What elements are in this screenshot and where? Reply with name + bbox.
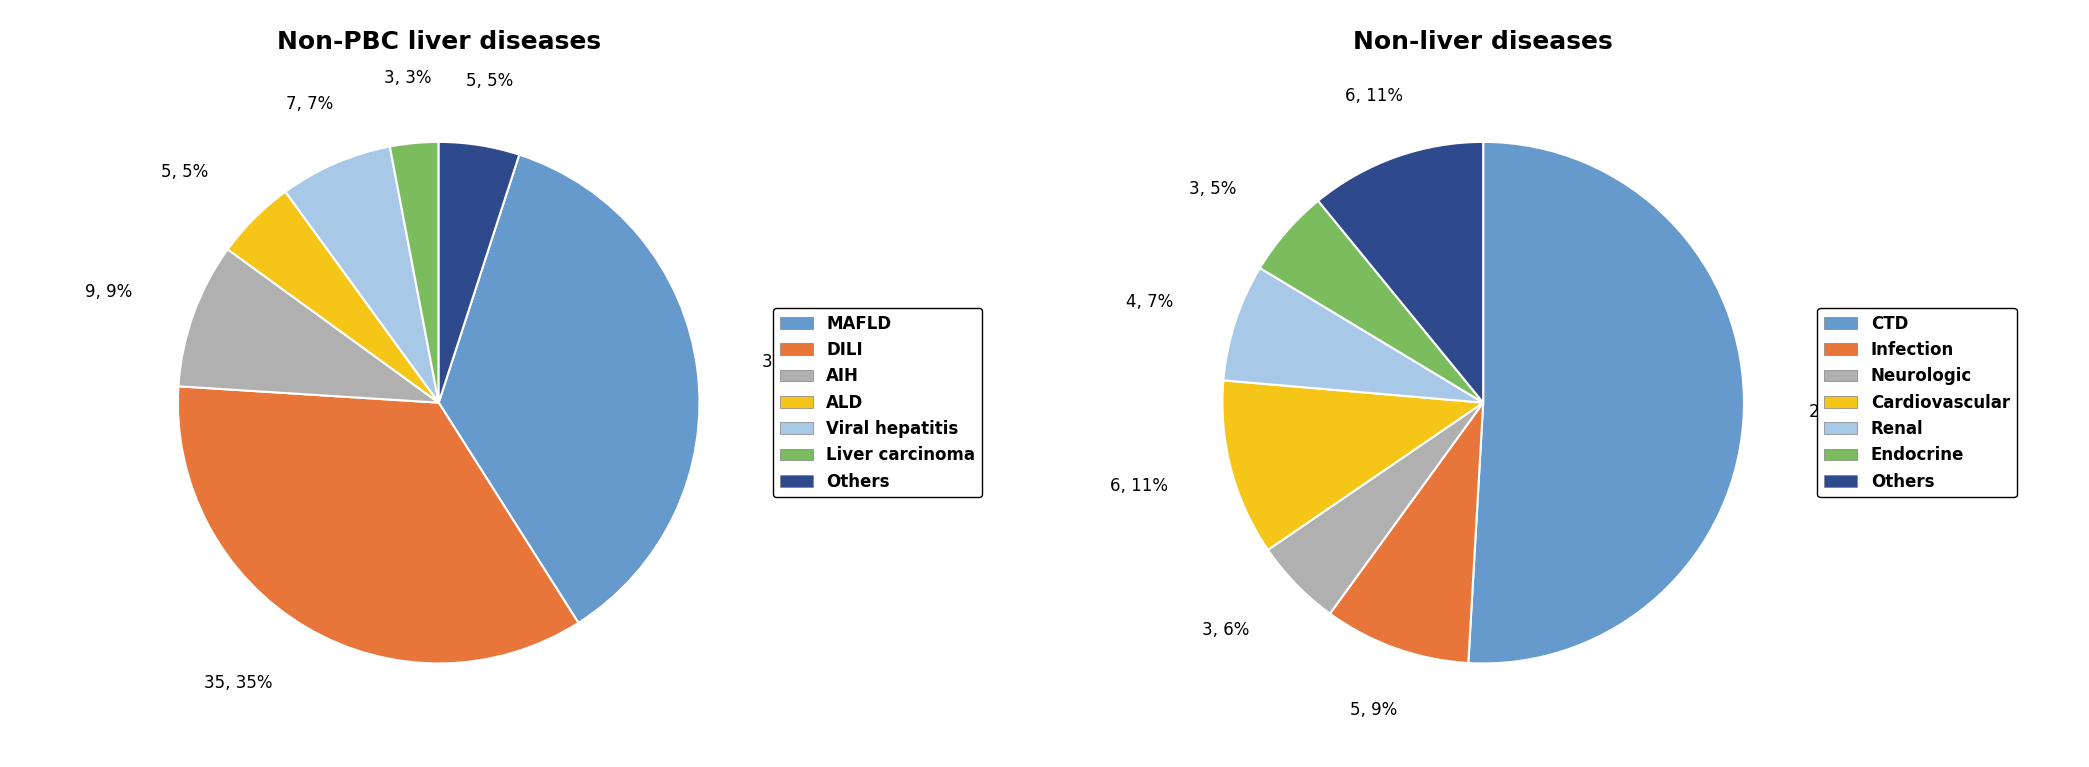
Wedge shape	[286, 146, 439, 403]
Wedge shape	[391, 142, 439, 403]
Text: 35, 35%: 35, 35%	[205, 674, 274, 693]
Text: 5, 5%: 5, 5%	[161, 163, 209, 181]
Text: 28, 51%: 28, 51%	[1809, 403, 1878, 421]
Text: 7, 7%: 7, 7%	[286, 94, 332, 113]
Wedge shape	[439, 142, 520, 403]
Wedge shape	[1469, 142, 1744, 663]
Wedge shape	[1222, 380, 1483, 550]
Wedge shape	[1260, 201, 1483, 403]
Wedge shape	[1331, 403, 1483, 663]
Wedge shape	[178, 387, 579, 663]
Wedge shape	[1318, 142, 1483, 403]
Text: 4, 7%: 4, 7%	[1126, 293, 1174, 311]
Text: 5, 9%: 5, 9%	[1349, 701, 1398, 719]
Text: 6, 11%: 6, 11%	[1345, 87, 1402, 104]
Text: 6, 11%: 6, 11%	[1109, 476, 1168, 495]
Text: 36, 36%: 36, 36%	[762, 353, 831, 370]
Title: Non-PBC liver diseases: Non-PBC liver diseases	[276, 30, 602, 54]
Wedge shape	[1268, 403, 1483, 614]
Wedge shape	[228, 192, 439, 403]
Text: 9, 9%: 9, 9%	[86, 283, 132, 301]
Wedge shape	[1224, 268, 1483, 403]
Text: 3, 6%: 3, 6%	[1201, 621, 1249, 639]
Legend: MAFLD, DILI, AIH, ALD, Viral hepatitis, Liver carcinoma, Others: MAFLD, DILI, AIH, ALD, Viral hepatitis, …	[773, 308, 982, 497]
Wedge shape	[178, 249, 439, 403]
Wedge shape	[439, 155, 700, 623]
Legend: CTD, Infection, Neurologic, Cardiovascular, Renal, Endocrine, Others: CTD, Infection, Neurologic, Cardiovascul…	[1817, 308, 2016, 497]
Text: 3, 5%: 3, 5%	[1189, 180, 1237, 198]
Text: 3, 3%: 3, 3%	[384, 69, 432, 87]
Title: Non-liver diseases: Non-liver diseases	[1354, 30, 1613, 54]
Text: 5, 5%: 5, 5%	[466, 71, 514, 90]
